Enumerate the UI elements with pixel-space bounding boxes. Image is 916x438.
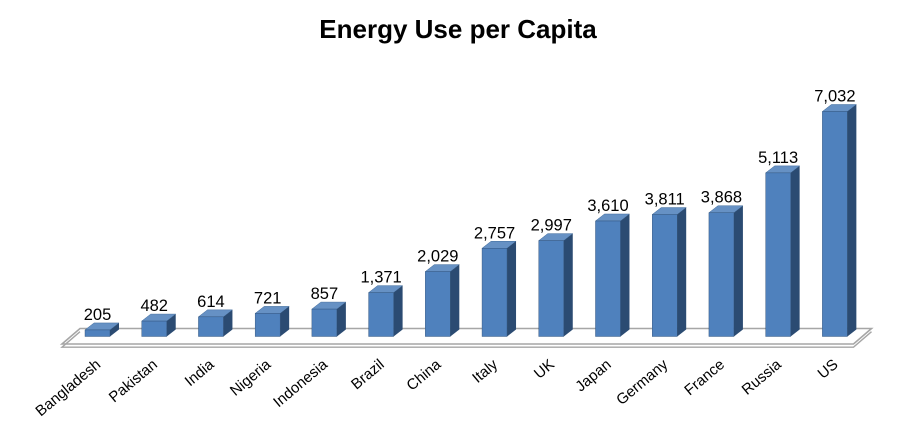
bar-front-face-uk: [538, 240, 564, 337]
bar-front-face-india: [198, 316, 224, 337]
bar-front-face-brazil: [368, 292, 394, 337]
value-label-uk: 2,997: [531, 217, 572, 235]
bar-side-face-uk: [563, 233, 573, 337]
bar-front-face-france: [708, 212, 735, 337]
bar-front-face-indonesia: [311, 308, 338, 337]
bar-side-face-indonesia: [336, 302, 346, 337]
bar-front-face-china: [425, 271, 451, 337]
x-axis-label-italy: Italy: [469, 356, 501, 387]
x-axis-label-uk: UK: [531, 356, 558, 382]
value-label-germany: 3,811: [645, 191, 685, 209]
chart-floor: [59, 327, 874, 345]
value-label-france: 3,868: [701, 189, 742, 207]
bar-side-face-pakistan: [166, 314, 176, 337]
bar-front-face-germany: [652, 214, 678, 337]
bar-side-face-us: [847, 104, 857, 337]
bar-side-face-india: [223, 309, 233, 337]
chart-title: Energy Use per Capita: [319, 14, 597, 44]
chart-floor-edge: [60, 331, 872, 348]
x-axis-label-nigeria: Nigeria: [227, 356, 275, 400]
x-axis-label-china: China: [403, 356, 444, 395]
bar-front-face-russia: [765, 172, 791, 337]
x-axis-label-russia: Russia: [739, 356, 786, 399]
x-axis-label-india: India: [182, 356, 218, 390]
bar-front-face-italy: [481, 248, 508, 337]
bar-front-face-japan: [595, 220, 621, 337]
bar-side-face-france: [733, 205, 743, 337]
bar-side-face-russia: [790, 165, 800, 337]
x-axis-label-brazil: Brazil: [348, 356, 388, 393]
x-axis-label-japan: Japan: [572, 356, 614, 395]
value-label-india: 614: [197, 293, 225, 311]
bar-front-face-bangladesh: [84, 329, 111, 337]
x-axis-label-pakistan: Pakistan: [106, 356, 161, 406]
value-label-brazil: 1,371: [360, 269, 401, 287]
bar-front-face-pakistan: [141, 320, 167, 337]
value-label-pakistan: 482: [140, 297, 168, 315]
bar-side-face-italy: [507, 241, 517, 337]
bar-side-face-japan: [620, 213, 630, 337]
bar-side-face-brazil: [393, 285, 403, 337]
bar-side-face-nigeria: [280, 306, 290, 337]
x-axis-label-us: US: [815, 356, 842, 382]
value-label-us: 7,032: [814, 88, 855, 106]
value-label-indonesia: 857: [311, 285, 339, 303]
x-axis-label-bangladesh: Bangladesh: [32, 356, 104, 420]
x-axis-label-germany: Germany: [613, 356, 672, 409]
bar-side-face-china: [450, 264, 460, 337]
value-label-china: 2,029: [417, 248, 458, 266]
x-axis-label-indonesia: Indonesia: [270, 356, 331, 411]
bar-front-face-nigeria: [254, 313, 281, 337]
x-axis-label-france: France: [681, 356, 728, 399]
bar-side-face-germany: [677, 207, 687, 337]
value-label-nigeria: 721: [254, 289, 282, 307]
bar-side-face-bangladesh: [110, 322, 119, 337]
value-label-bangladesh: 205: [84, 306, 112, 324]
value-label-russia: 5,113: [758, 149, 798, 167]
value-label-italy: 2,757: [474, 224, 515, 242]
value-label-japan: 3,610: [587, 197, 628, 215]
bar-front-face-us: [822, 111, 848, 337]
